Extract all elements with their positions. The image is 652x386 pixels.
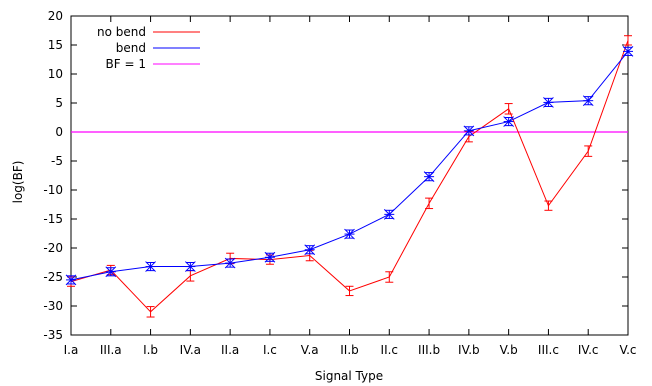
bend-marker [65, 274, 77, 286]
x-tick-label: II.c [381, 343, 399, 357]
bend-series [65, 46, 634, 286]
legend-label-bf-equals-1: BF = 1 [106, 57, 146, 71]
y-tick-label: 5 [55, 96, 63, 110]
x-tick-label: I.a [64, 343, 79, 357]
y-tick-label: 20 [48, 9, 63, 23]
no-bend-point [385, 271, 394, 283]
bend-point [463, 125, 475, 137]
x-axis-label: Signal Type [315, 369, 383, 383]
bend-marker [145, 261, 156, 272]
bend-point [65, 274, 77, 286]
bend-point [185, 261, 196, 272]
x-tick-label: III.a [100, 343, 122, 357]
x-tick-label: V.c [619, 343, 636, 357]
bend-point [622, 46, 634, 57]
no-bend-point [345, 285, 354, 297]
bend-point [503, 116, 514, 127]
x-tick-label: IV.c [578, 343, 599, 357]
x-tick-label: V.a [301, 343, 319, 357]
bend-point [304, 244, 316, 256]
bend-marker [582, 95, 594, 107]
y-tick-label: -25 [43, 270, 63, 284]
bend-point [264, 251, 276, 263]
y-tick-label: -5 [51, 154, 63, 168]
x-tick-label: I.b [143, 343, 158, 357]
bend-marker [344, 228, 355, 240]
x-tick-label: III.b [418, 343, 440, 357]
legend-label-no-bend: no bend [97, 25, 146, 39]
bend-point [383, 209, 395, 220]
bend-marker [543, 97, 554, 108]
y-tick-label: 15 [48, 38, 63, 52]
y-tick-label: 0 [55, 125, 63, 139]
x-tick-label: II.b [340, 343, 359, 357]
bend-marker [264, 251, 276, 263]
no-bend-series [67, 35, 632, 318]
bend-marker [185, 261, 196, 272]
y-axis-label: log(BF) [11, 161, 25, 204]
bend-marker [304, 244, 316, 256]
bend-marker [463, 125, 475, 137]
bend-point [224, 257, 236, 269]
bend-point [145, 261, 156, 272]
no-bend-point [146, 306, 155, 318]
bend-point [543, 97, 554, 108]
x-tick-label: V.b [500, 343, 518, 357]
no-bend-point [624, 35, 632, 46]
series-layer [65, 35, 634, 318]
bend-line [70, 51, 629, 281]
x-tick-label: IV.b [458, 343, 480, 357]
no-bend-point [425, 197, 434, 210]
y-tick-label: -10 [43, 183, 63, 197]
legend: no bend bend BF = 1 [97, 25, 200, 71]
bend-marker [423, 171, 435, 183]
x-tick-label: II.a [221, 343, 239, 357]
y-axis: -35 -30 -25 -20 -15 -10 -5 0 5 10 15 20 [43, 9, 628, 342]
x-tick-label: IV.a [180, 343, 201, 357]
bend-marker [224, 257, 236, 269]
no-bend-point [544, 200, 553, 211]
y-tick-label: -15 [43, 212, 63, 226]
legend-label-bend: bend [116, 41, 146, 55]
y-tick-label: -35 [43, 328, 63, 342]
x-axis: I.a III.a I.b IV.a II.a I.c V.a II.b II.c III.b IV… [64, 16, 637, 357]
y-tick-label: 10 [48, 67, 63, 81]
y-tick-label: -30 [43, 299, 63, 313]
no-bend-point [504, 103, 513, 115]
no-bend-point [584, 145, 593, 157]
bend-point [582, 95, 594, 107]
bend-point [105, 266, 117, 278]
bend-point [344, 228, 355, 240]
bend-marker [622, 46, 634, 57]
y-tick-label: -20 [43, 241, 63, 255]
x-tick-label: I.c [263, 343, 277, 357]
bend-point [423, 171, 435, 183]
x-tick-label: III.c [538, 343, 559, 357]
bend-marker [383, 209, 395, 220]
bend-marker [105, 266, 117, 278]
no-bend-point [186, 270, 195, 282]
bend-marker [503, 116, 514, 127]
